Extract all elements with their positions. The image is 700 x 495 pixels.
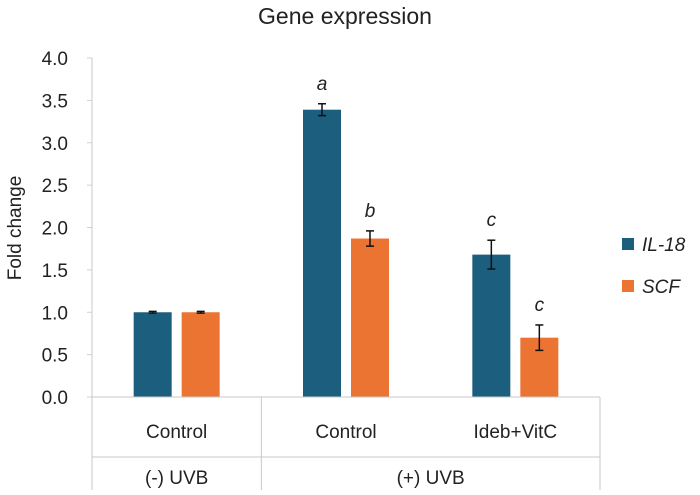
bars: a c b c xyxy=(133,74,559,397)
y-tick-label: 3.0 xyxy=(42,134,68,155)
group-label: (-) UVB xyxy=(145,468,208,489)
bar-il-18-2 xyxy=(472,254,511,397)
legend-label: SCF xyxy=(642,277,681,298)
category-label: Control xyxy=(315,422,376,443)
significance-label: a xyxy=(317,74,328,95)
y-axis-label: Fold change xyxy=(5,176,26,281)
x-axis: (-) UVB (+) UVB Control Control Ideb+VitC xyxy=(145,422,557,489)
category-label: Control xyxy=(146,422,207,443)
bar-il-18-1 xyxy=(303,109,341,397)
group-label: (+) UVB xyxy=(397,468,465,489)
y-tick-label: 2.5 xyxy=(42,176,68,197)
y-tick-label: 1.5 xyxy=(42,261,68,282)
legend-label: IL-18 xyxy=(642,235,686,256)
y-tick-label: 2.0 xyxy=(42,219,68,240)
y-tick-label: 0.0 xyxy=(42,388,68,409)
legend: IL-18 SCF xyxy=(622,235,686,298)
chart-title: Gene expression xyxy=(258,3,432,29)
legend-swatch-il-18 xyxy=(622,238,634,250)
axes xyxy=(91,58,601,490)
y-tick-label: 0.5 xyxy=(42,346,68,367)
y-axis: 0.0 0.5 1.0 1.5 2.0 2.5 3.0 3.5 4.0 xyxy=(42,49,92,409)
y-tick-label: 4.0 xyxy=(42,49,68,70)
significance-label: c xyxy=(487,210,497,231)
significance-label: b xyxy=(365,201,376,222)
category-label: Ideb+VitC xyxy=(474,422,558,443)
y-tick-label: 1.0 xyxy=(42,303,68,324)
bar-il-18-0 xyxy=(133,312,172,397)
bar-scf-1 xyxy=(351,238,389,397)
legend-swatch-scf xyxy=(622,280,634,292)
y-tick-label: 3.5 xyxy=(42,91,68,112)
significance-label: c xyxy=(535,295,545,316)
bar-scf-0 xyxy=(181,312,220,397)
